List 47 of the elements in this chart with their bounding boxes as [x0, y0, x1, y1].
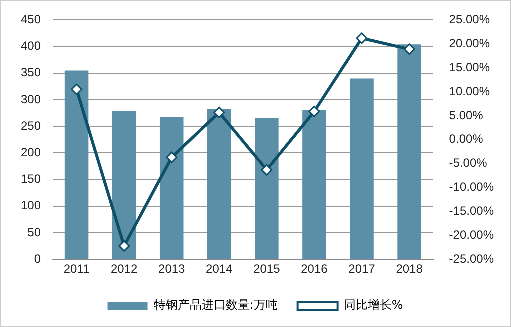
bar	[112, 111, 136, 260]
x-tick-label: 2014	[206, 262, 234, 276]
y2-tick-label: -15.00%	[449, 204, 494, 218]
y-tick-label: 400	[20, 39, 42, 54]
y2-tick-label: 20.00%	[449, 36, 490, 50]
x-tick-label: 2016	[301, 262, 328, 276]
bar	[64, 70, 89, 260]
bar	[350, 78, 374, 260]
point	[404, 44, 416, 56]
y2-tick-label: 25.00%	[449, 12, 490, 27]
point	[118, 240, 130, 252]
point	[261, 164, 273, 176]
legend-label: 同比增长%	[344, 298, 404, 312]
bar	[160, 117, 184, 260]
y-tick-label: 100	[20, 198, 42, 213]
legend-label: 特钢产品进口数量:万吨	[154, 298, 278, 312]
y2-tick-label: -10.00%	[449, 180, 494, 194]
point	[166, 152, 178, 164]
point	[308, 106, 320, 118]
y-tick-label: 450	[20, 12, 42, 27]
bar	[208, 109, 232, 260]
x-tick-label: 2013	[158, 262, 186, 276]
y2-tick-label: 5.00%	[449, 108, 484, 122]
point	[214, 106, 226, 118]
x-tick-label: 2012	[110, 262, 138, 276]
y2-tick-label: -20.00%	[449, 228, 494, 242]
y2-tick-label: -25.00%	[449, 252, 494, 266]
y-tick-label: 150	[20, 172, 42, 186]
y2-tick-label: 0.00%	[449, 132, 484, 146]
y-tick-label: 200	[20, 146, 42, 160]
point	[71, 84, 83, 96]
x-tick-label: 2018	[396, 262, 424, 276]
y-tick-label: 250	[20, 118, 42, 133]
bar	[255, 118, 279, 260]
y2-tick-label: -5.00%	[449, 156, 488, 170]
x-tick-label: 2017	[348, 262, 376, 276]
y2-tick-label: 10.00%	[449, 84, 490, 98]
y2-tick-label: 15.00%	[449, 60, 490, 74]
y-tick-label: 350	[20, 66, 42, 80]
y-tick-label: 50	[28, 225, 42, 240]
y-tick-label: 300	[20, 92, 42, 106]
x-tick-label: 2011	[64, 262, 90, 276]
bar	[302, 110, 326, 260]
bar	[398, 44, 422, 260]
point	[356, 32, 368, 44]
y-tick-label: 0	[34, 252, 42, 266]
x-tick-label: 2015	[254, 262, 281, 276]
